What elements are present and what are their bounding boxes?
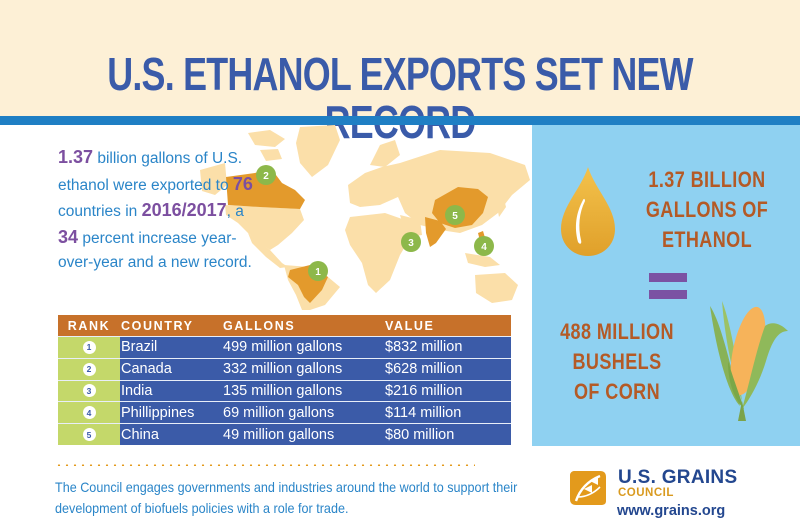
svg-text:5: 5 (452, 211, 458, 222)
equivalence-panel: 1.37 BILLION GALLONS OF ETHANOL 488 MILL… (532, 125, 800, 446)
rank-badge: 2 (82, 362, 96, 376)
header-divider (0, 116, 800, 125)
rank-badge: 3 (82, 384, 96, 398)
header-rank: RANK (67, 318, 111, 333)
table-row: 3 India 135 million gallons $216 million (58, 379, 511, 402)
website-link[interactable]: www.grains.org (617, 503, 726, 519)
highlight-countries: 76 (232, 173, 253, 194)
dotted-divider (55, 464, 475, 466)
header-value: VALUE (385, 318, 435, 333)
map-canada (226, 167, 305, 209)
map-marker-5: 5 (445, 205, 465, 225)
table-header: RANK COUNTRY GALLONS VALUE (58, 315, 511, 336)
value-cell: $80 million (385, 426, 455, 443)
ethanol-drop-icon (561, 167, 615, 256)
gallons-cell: 135 million gallons (223, 382, 343, 399)
value-cell: $114 million (385, 404, 462, 421)
gallons-cell: 332 million gallons (223, 361, 343, 378)
exports-table: RANK COUNTRY GALLONS VALUE 1 Brazil 499 … (58, 315, 511, 445)
gallons-cell: 69 million gallons (223, 404, 335, 421)
highlight-period: 2016/2017 (141, 200, 227, 220)
header-country: COUNTRY (121, 318, 194, 333)
rank-badge: 5 (82, 428, 96, 442)
gallons-cell: 499 million gallons (223, 339, 343, 356)
country-cell: Phillippines (121, 404, 195, 421)
country-cell: Brazil (121, 339, 158, 356)
intro-paragraph: 1.37 billion gallons of U.S. ethanol wer… (58, 147, 253, 271)
footer-text: The Council engages governments and indu… (55, 479, 518, 516)
value-cell: $216 million (385, 382, 463, 399)
country-cell: Canada (121, 361, 172, 378)
country-cell: India (121, 382, 153, 399)
table-row: 4 Phillippines 69 million gallons $114 m… (58, 401, 511, 424)
highlight-percent: 34 (58, 226, 79, 247)
logo-subtitle: COUNCIL (618, 487, 674, 499)
table-row: 1 Brazil 499 million gallons $832 millio… (58, 336, 511, 358)
world-map: 1 2 3 4 5 (200, 125, 530, 310)
value-cell: $628 million (385, 361, 463, 378)
map-marker-3: 3 (401, 232, 421, 252)
ethanol-stat: 1.37 BILLION GALLONS OF ETHANOL (645, 167, 769, 252)
map-marker-1: 1 (308, 261, 328, 281)
highlight-gallons: 1.37 (58, 147, 94, 167)
rank-badge: 1 (82, 340, 96, 354)
map-india (425, 217, 446, 247)
gallons-cell: 49 million gallons (223, 426, 335, 443)
svg-text:2: 2 (263, 171, 269, 182)
svg-text:3: 3 (408, 238, 414, 249)
map-marker-2: 2 (256, 165, 276, 185)
rank-badge: 4 (82, 406, 96, 420)
map-marker-4: 4 (474, 236, 494, 256)
corn-icon (710, 301, 788, 421)
svg-text:4: 4 (481, 242, 487, 253)
value-cell: $832 million (385, 339, 463, 356)
table-row: 2 Canada 332 million gallons $628 millio… (58, 357, 511, 380)
table-row: 5 China 49 million gallons $80 million (58, 423, 511, 445)
header-banner: U.S. ETHANOL EXPORTS SET NEW RECORD (0, 0, 800, 146)
equals-icon (649, 273, 687, 307)
svg-text:1: 1 (315, 267, 321, 278)
grains-council-logo-icon (570, 471, 606, 505)
logo-name: U.S. GRAINS (618, 467, 738, 488)
corn-stat: 488 MILLION BUSHELS OF CORN (560, 319, 674, 404)
header-gallons: GALLONS (223, 318, 296, 333)
country-cell: China (121, 426, 159, 443)
